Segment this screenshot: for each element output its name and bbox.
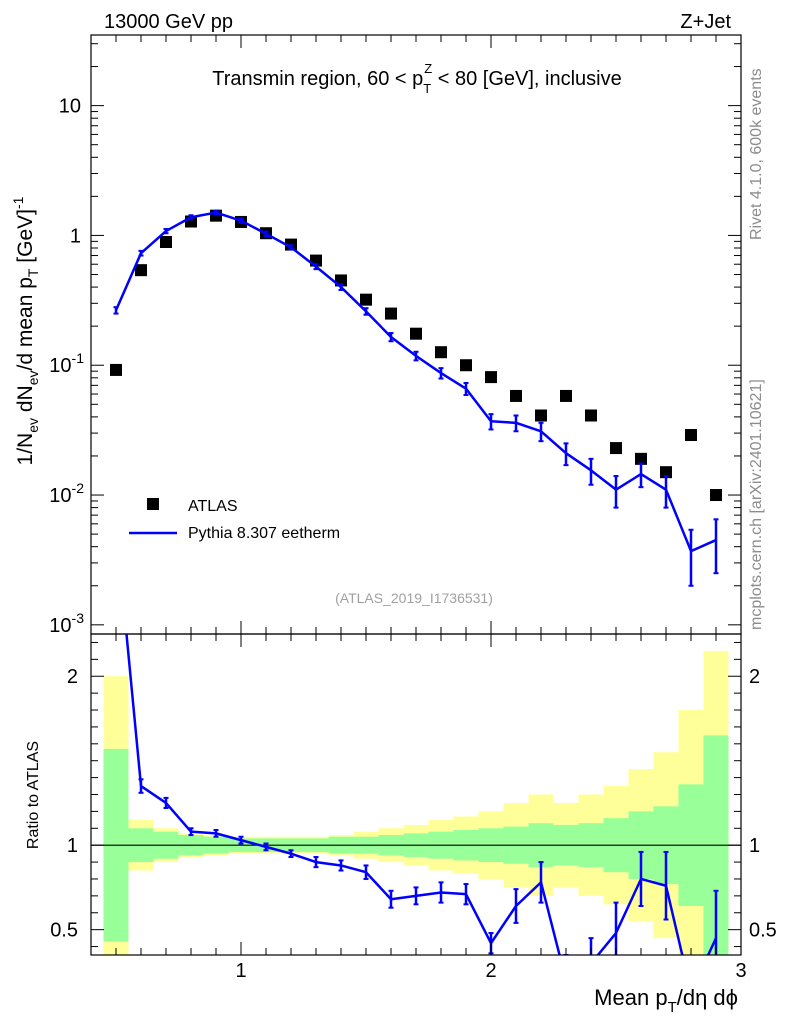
legend: ATLAS Pythia 8.307 eetherm (129, 498, 340, 542)
ratio-panel: 0.5 0.5 1 1 2 2 1 2 3 Ratio to ATLAS Mean pT/dη … (25, 633, 777, 1016)
ratio-marks (91, 634, 741, 955)
atlas-data-point (660, 466, 672, 479)
atlas-data-point (135, 264, 147, 277)
main-panel: 10 1 10-1 10-2 10-3 Transmin region, 60 < pT… (10, 34, 742, 637)
ratio-y-tick-label-right: 1 (749, 835, 760, 857)
main-y-tick-label: 10-2 (49, 480, 84, 507)
header-energy-label: 13000 GeV pp (104, 11, 233, 33)
main-y-tick-label: 1 (70, 225, 81, 247)
legend-atlas-label: ATLAS (188, 498, 238, 515)
main-y-tick-label: 10 (59, 96, 81, 118)
rivet-version-label: Rivet 4.1.0, 600k events (748, 68, 765, 240)
atlas-data-point (385, 307, 397, 320)
atlas-data-point (560, 389, 572, 402)
atlas-data-point (435, 346, 447, 359)
main-y-axis-label: 1/Nev dNev/d mean pT [GeV]-1 (10, 196, 41, 465)
atlas-data-point (635, 452, 647, 465)
ratio-y-axis-label: Ratio to ATLAS (25, 741, 42, 849)
atlas-data-point (510, 389, 522, 402)
header-process-label: Z+Jet (680, 11, 731, 33)
ratio-y-tick-label-right: 2 (749, 666, 760, 688)
atlas-data-point (160, 235, 172, 248)
atlas-data-point (410, 327, 422, 340)
x-axis-label: Mean pT/dη dϕ (594, 985, 738, 1016)
atlas-data-point (360, 293, 372, 306)
legend-pythia-label: Pythia 8.307 eetherm (188, 525, 340, 542)
mcplots-label: mcplots.cern.ch [arXiv:2401.10621] (748, 379, 765, 630)
atlas-data-point (310, 254, 322, 267)
atlas-data-point (110, 363, 122, 376)
ratio-series-line (125, 634, 718, 955)
x-tick-label: 2 (485, 960, 496, 982)
atlas-data-point (460, 359, 472, 372)
ratio-y-tick-label-left: 1 (67, 835, 78, 857)
atlas-data-point (485, 371, 497, 384)
ratio-y-tick-label-left: 2 (67, 666, 78, 688)
x-tick-label: 3 (735, 960, 746, 982)
legend-atlas-marker (147, 498, 159, 510)
pythia-series-line (114, 211, 717, 553)
x-tick-label: 1 (235, 960, 246, 982)
atlas-data-point (535, 409, 547, 422)
atlas-data-point (710, 489, 722, 502)
ratio-series-group (125, 634, 719, 955)
ratio-axes: 0.5 0.5 1 1 2 2 1 2 3 (50, 633, 777, 982)
main-axes: 10 1 10-1 10-2 10-3 (49, 34, 742, 637)
atlas-data-point (685, 429, 697, 442)
main-title: Transmin region, 60 < pTZ < 80 [GeV], in… (212, 61, 622, 96)
main-marks (110, 209, 722, 587)
main-y-tick-label: 10-3 (49, 610, 84, 637)
atlas-data-point (585, 409, 597, 422)
atlas-data-point (610, 442, 622, 455)
main-y-tick-label: 10-1 (49, 350, 84, 377)
analysis-watermark: (ATLAS_2019_I1736531) (335, 590, 493, 606)
ratio-y-tick-label-left: 0.5 (50, 920, 78, 942)
ratio-y-tick-label-right: 0.5 (749, 920, 777, 942)
